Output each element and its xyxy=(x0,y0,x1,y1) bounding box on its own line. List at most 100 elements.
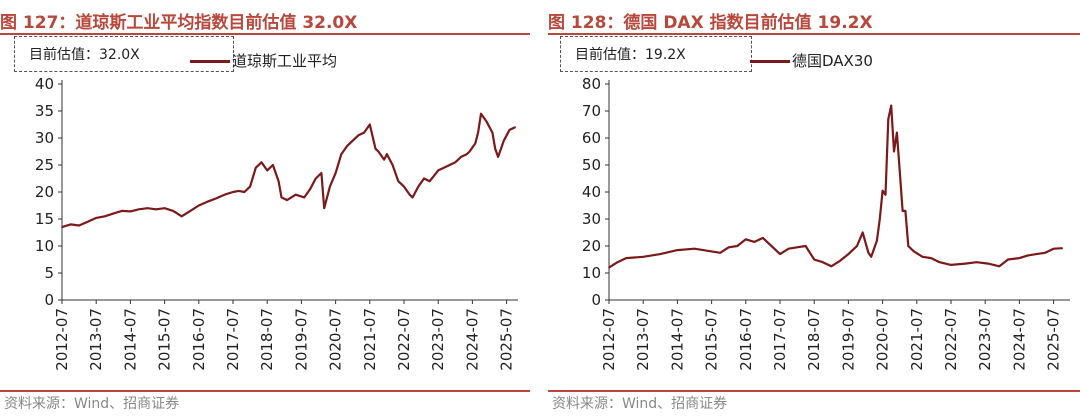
data-point xyxy=(1018,257,1021,259)
data-point xyxy=(608,266,610,269)
data-point xyxy=(189,210,192,212)
data-point xyxy=(485,121,488,123)
y-tick-label: 5 xyxy=(44,264,54,282)
data-point xyxy=(86,220,89,223)
x-tick-label: 2024-07 xyxy=(463,308,481,371)
data-point xyxy=(719,252,721,254)
y-tick-label: 10 xyxy=(35,237,54,255)
data-point xyxy=(907,245,910,247)
x-tick-label: 2021-07 xyxy=(908,308,926,371)
y-tick-label: 20 xyxy=(35,183,54,201)
data-point xyxy=(503,139,505,142)
data-point xyxy=(950,264,952,266)
data-point xyxy=(69,223,72,226)
data-point xyxy=(383,158,385,161)
source-note: 资料来源：Wind、招商证券 xyxy=(4,396,180,412)
data-point xyxy=(369,123,371,126)
data-point xyxy=(448,164,451,166)
y-tick-label: 10 xyxy=(582,264,601,282)
data-point xyxy=(351,139,354,142)
data-point xyxy=(340,153,343,155)
y-tick-label: 80 xyxy=(582,75,601,93)
data-point xyxy=(386,153,388,155)
data-point xyxy=(249,185,251,188)
data-point xyxy=(494,148,497,150)
x-tick-label: 2012-07 xyxy=(600,308,618,371)
data-point xyxy=(180,215,183,218)
data-point xyxy=(280,196,283,199)
data-point xyxy=(1044,252,1046,254)
x-tick-label: 2024-07 xyxy=(1010,308,1028,371)
data-point xyxy=(896,131,898,134)
data-point xyxy=(155,208,157,211)
y-tick-label: 0 xyxy=(591,291,601,309)
data-point xyxy=(346,145,348,147)
y-tick-label: 30 xyxy=(582,210,601,228)
data-point xyxy=(417,185,420,188)
x-tick-label: 2018-07 xyxy=(805,308,823,371)
data-point xyxy=(255,166,257,169)
data-point xyxy=(736,245,739,247)
data-point xyxy=(491,131,494,134)
data-point xyxy=(138,208,140,211)
title-rule xyxy=(0,33,530,35)
x-tick-label: 2023-07 xyxy=(976,308,994,371)
y-tick-label: 15 xyxy=(35,210,54,228)
data-point xyxy=(998,265,1001,268)
data-point xyxy=(266,169,269,172)
data-point xyxy=(514,126,516,128)
data-point xyxy=(146,207,149,209)
data-point xyxy=(616,261,619,264)
y-tick-label: 20 xyxy=(582,237,601,255)
chart-panel-dax: 图 128：德国 DAX 指数目前估值 19.2X 0 10 20 30 40 50 60 7… xyxy=(548,0,1080,420)
data-point xyxy=(428,180,431,182)
data-point xyxy=(112,212,115,215)
data-point xyxy=(468,150,471,153)
data-point xyxy=(260,161,263,164)
data-point xyxy=(465,153,468,155)
y-tick-label: 35 xyxy=(35,102,54,120)
data-point xyxy=(411,196,414,199)
data-point xyxy=(727,246,730,249)
series-line xyxy=(608,104,1063,269)
x-tick-label: 2025-07 xyxy=(1045,308,1063,371)
data-point xyxy=(938,261,941,264)
data-point xyxy=(702,249,704,251)
y-tick-label: 0 xyxy=(44,291,54,309)
data-point xyxy=(374,148,377,150)
chart-svg-dax: 0 10 20 30 40 50 60 70 80 2012-07 2013-07 2014-07 20… xyxy=(582,75,1070,371)
x-tick-label: 2022-07 xyxy=(942,308,960,371)
data-point xyxy=(1035,253,1038,255)
data-point xyxy=(437,169,440,172)
data-point xyxy=(223,193,226,196)
data-point xyxy=(397,180,400,182)
data-point xyxy=(659,253,662,255)
data-point xyxy=(830,265,833,268)
data-point xyxy=(377,150,380,153)
x-tick-label: 2019-07 xyxy=(839,308,857,371)
data-point xyxy=(243,191,246,193)
data-point xyxy=(642,255,644,258)
data-point xyxy=(975,261,978,264)
data-point xyxy=(403,185,405,188)
x-tick-label: 2017-07 xyxy=(224,308,242,371)
data-point xyxy=(921,255,924,258)
data-point xyxy=(206,200,209,203)
x-tick-label: 2016-07 xyxy=(737,308,755,371)
data-point xyxy=(904,210,907,212)
data-point xyxy=(987,262,989,265)
data-point xyxy=(232,191,234,193)
data-point xyxy=(964,262,967,265)
data-point xyxy=(887,118,890,120)
x-tick-label: 2020-07 xyxy=(327,308,345,371)
data-point xyxy=(762,237,764,239)
data-point xyxy=(423,177,425,180)
data-point xyxy=(408,193,411,196)
data-point xyxy=(61,226,63,228)
source-rule xyxy=(0,390,530,392)
title-rule xyxy=(548,33,1080,35)
data-point xyxy=(1027,254,1029,257)
legend-label: 德国DAX30 xyxy=(792,52,873,70)
data-point xyxy=(357,134,360,137)
valuation-callout: 目前估值：19.2X xyxy=(560,36,752,72)
